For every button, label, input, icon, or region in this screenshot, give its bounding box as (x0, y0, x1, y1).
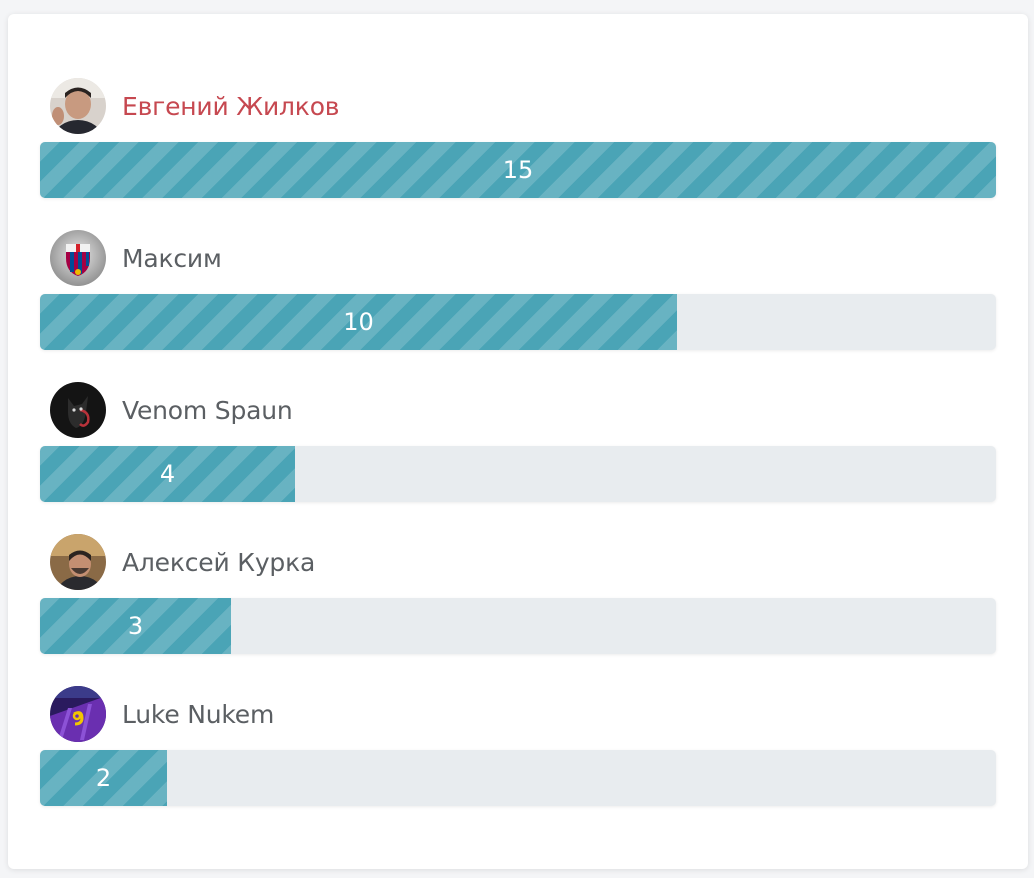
leader-name: Евгений Жилков (122, 91, 340, 121)
leaderboard-entry: Максим 10 (40, 230, 996, 360)
score-bar-track: 3 (40, 598, 996, 654)
score-value: 4 (159, 460, 176, 488)
leader-profile-link[interactable]: Venom Spaun (50, 382, 293, 438)
score-value: 3 (127, 612, 144, 640)
avatar-jersey-number-icon (50, 686, 106, 742)
leaderboard-entry: Venom Spaun 4 (40, 382, 996, 512)
avatar-user-photo-icon (50, 78, 106, 134)
score-bar-track: 2 (40, 750, 996, 806)
score-bar-track: 15 (40, 142, 996, 198)
leader-profile-link[interactable]: Luke Nukem (50, 686, 274, 742)
avatar-user-photo-icon (50, 534, 106, 590)
score-bar-fill: 3 (40, 598, 231, 654)
leaderboard-entry: Luke Nukem 2 (40, 686, 996, 816)
score-value: 15 (502, 156, 534, 184)
score-bar-track: 10 (40, 294, 996, 350)
score-bar-track: 4 (40, 446, 996, 502)
score-bar-fill: 10 (40, 294, 677, 350)
leader-name: Алексей Курка (122, 547, 316, 577)
leader-name: Venom Spaun (122, 395, 293, 425)
leaderboard-card: Евгений Жилков 15 (8, 14, 1028, 869)
score-bar-fill: 4 (40, 446, 295, 502)
leaderboard-entry: Евгений Жилков 15 (40, 78, 996, 208)
avatar-club-crest-icon (50, 230, 106, 286)
score-value: 10 (343, 308, 374, 336)
score-bar-fill: 2 (40, 750, 167, 806)
avatar-dark-creature-icon (50, 382, 106, 438)
score-bar-fill: 15 (40, 142, 996, 198)
leader-name: Максим (122, 243, 222, 273)
leader-profile-link[interactable]: Евгений Жилков (50, 78, 340, 134)
leader-profile-link[interactable]: Максим (50, 230, 222, 286)
leaderboard-entry: Алексей Курка 3 (40, 534, 996, 664)
leader-profile-link[interactable]: Алексей Курка (50, 534, 315, 590)
score-value: 2 (95, 764, 112, 792)
leader-name: Luke Nukem (122, 699, 275, 729)
